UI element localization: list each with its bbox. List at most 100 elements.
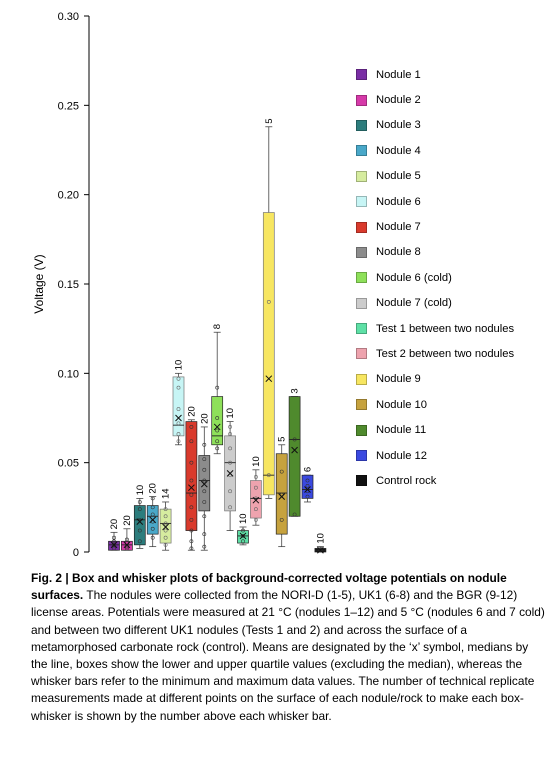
box-iqr [198,455,211,512]
box-14: 5 [275,437,288,548]
data-point [163,514,168,519]
data-point [176,407,181,411]
data-point [176,376,181,381]
data-point [279,517,284,522]
legend-label: Control rock [376,474,437,487]
n-label: 8 [212,324,223,329]
legend-label: Nodule 10 [376,398,428,411]
n-label: 10 [135,485,146,496]
legend-label: Nodule 11 [376,424,427,437]
y-tick-label: 0.20 [58,190,79,202]
data-point [253,485,258,490]
data-point [228,446,233,451]
data-point [202,467,207,472]
data-point [228,432,233,436]
n-label: 5 [277,437,288,442]
legend-swatch [356,94,367,106]
legend-item: Nodule 8 [356,240,552,265]
data-point [253,517,258,522]
data-point [215,385,220,390]
box-12: 10 [250,456,262,526]
legend-label: Nodule 3 [376,119,421,132]
n-label: 14 [161,488,172,499]
chart-legend: Nodule 1 Nodule 2 Nodule 3 Nodule 4 Nodule 5… [356,62,552,494]
n-label: 10 [238,513,249,524]
legend-item: Nodule 7 (cold) [356,291,552,316]
box-13: 5 [262,118,275,499]
data-point [228,425,233,429]
mean-marker [149,516,157,524]
box-iqr [159,508,172,544]
data-point [163,521,168,526]
legend-label: Nodule 2 [376,94,421,107]
legend-label: Nodule 12 [376,449,428,462]
legend-label: Nodule 7 (cold) [376,297,452,310]
legend-swatch [356,221,367,233]
data-point [241,528,245,533]
y-tick-label: 0.15 [58,279,79,291]
data-point [112,539,116,544]
data-point [266,473,271,478]
data-point [202,514,207,519]
legend-item: Nodule 3 [356,113,552,138]
mean-marker [291,446,298,454]
data-point [189,539,194,544]
box-3: 10 [133,485,146,549]
data-point [189,546,194,551]
mean-marker [213,423,221,431]
n-label: 10 [225,408,236,419]
mean-marker [136,518,144,525]
n-label: 10 [315,533,326,544]
legend-item: Nodule 2 [356,87,552,112]
n-label: 20 [186,406,197,417]
legend-item: Nodule 10 [356,392,552,417]
legend-swatch [356,323,367,335]
legend-item: Nodule 6 [356,189,552,214]
data-point [176,421,181,426]
box-4: 20 [146,483,159,548]
data-point [112,546,116,551]
data-point [150,535,155,540]
legend-item: Nodule 9 [356,367,552,392]
data-point [241,534,245,538]
legend-label: Nodule 6 (cold) [376,271,452,284]
data-point [215,439,220,444]
mean-marker [252,496,260,504]
legend-label: Test 1 between two nodules [376,322,515,335]
caption-title: Fig. 2 | Box and whisker plots of backgr… [31,571,507,603]
box-plot-chart: 0 0.05 0.10 0.15 0.20 0.25 0.30 Voltage (V) 20… [32,11,326,559]
data-point [137,507,142,512]
legend-item: Nodule 1 [356,62,552,87]
box-iqr [275,453,288,535]
box-5: 14 [159,488,172,551]
legend-swatch [356,475,367,487]
data-point [176,385,181,390]
data-point [150,512,155,517]
mean-marker [175,414,182,422]
box-iqr [211,396,224,446]
box-iqr [288,396,301,517]
legend-item: Test 1 between two nodules [356,316,552,341]
data-point [202,442,207,447]
data-point [150,505,155,510]
n-label: 10 [174,360,185,371]
legend-swatch [356,170,367,182]
legend-label: Nodule 4 [376,144,421,157]
mean-marker [265,375,273,383]
y-tick-label: 0.10 [58,368,79,380]
mean-marker [317,546,324,554]
box-17: 10 [314,533,326,554]
legend-item: Nodule 4 [356,138,552,163]
data-point [253,507,258,512]
box-7: 20 [185,406,197,551]
data-point [202,478,207,483]
legend-swatch [356,196,367,208]
data-point [241,539,245,544]
box-iqr [262,212,275,496]
box-6: 10 [172,360,185,446]
data-point [163,535,168,540]
data-point [202,457,207,461]
legend-label: Nodule 1 [376,68,421,81]
data-point [189,528,194,533]
box-11: 10 [237,513,249,546]
